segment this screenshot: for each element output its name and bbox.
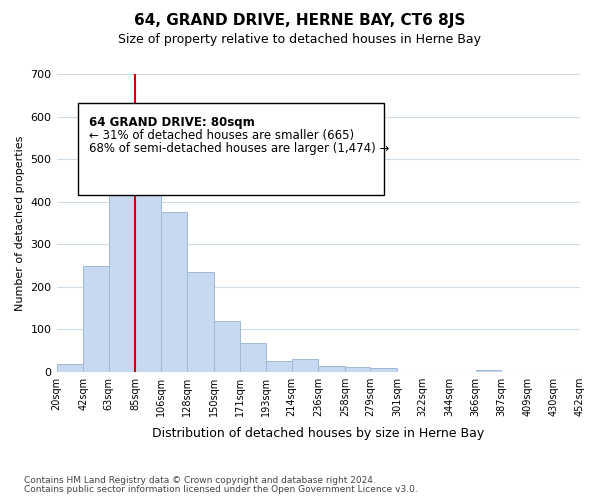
X-axis label: Distribution of detached houses by size in Herne Bay: Distribution of detached houses by size … <box>152 427 484 440</box>
Bar <box>345 368 370 372</box>
Text: ← 31% of detached houses are smaller (665): ← 31% of detached houses are smaller (66… <box>89 129 354 142</box>
Text: 64 GRAND DRIVE: 80sqm: 64 GRAND DRIVE: 80sqm <box>89 116 254 129</box>
Text: Size of property relative to detached houses in Herne Bay: Size of property relative to detached ho… <box>119 32 482 46</box>
Bar <box>266 361 292 372</box>
Bar <box>56 364 83 372</box>
Bar <box>292 359 318 372</box>
Text: Contains public sector information licensed under the Open Government Licence v3: Contains public sector information licen… <box>24 484 418 494</box>
Bar <box>370 368 397 372</box>
Bar <box>318 366 345 372</box>
Text: Contains HM Land Registry data © Crown copyright and database right 2024.: Contains HM Land Registry data © Crown c… <box>24 476 376 485</box>
Text: 64, GRAND DRIVE, HERNE BAY, CT6 8JS: 64, GRAND DRIVE, HERNE BAY, CT6 8JS <box>134 12 466 28</box>
Bar <box>476 370 501 372</box>
Bar <box>109 121 136 372</box>
Bar <box>214 320 239 372</box>
Bar <box>161 212 187 372</box>
Bar <box>136 180 161 372</box>
Bar <box>187 272 214 372</box>
Text: 68% of semi-detached houses are larger (1,474) →: 68% of semi-detached houses are larger (… <box>89 142 389 155</box>
Bar <box>239 343 266 372</box>
Bar <box>83 266 109 372</box>
Y-axis label: Number of detached properties: Number of detached properties <box>15 135 25 310</box>
